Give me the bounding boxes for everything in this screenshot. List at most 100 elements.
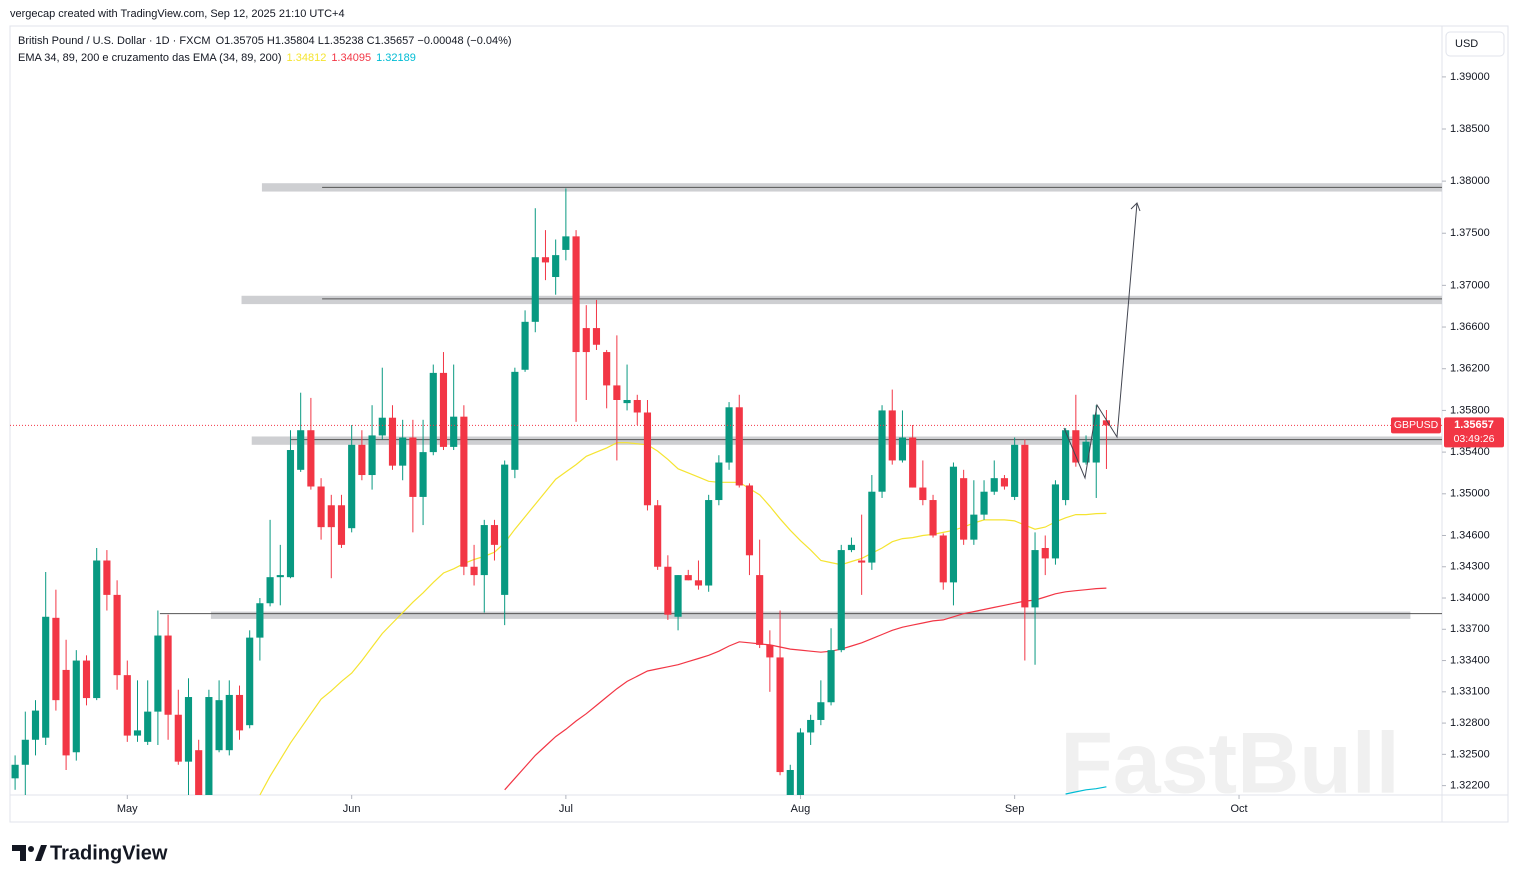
y-tick-label: 1.32200 bbox=[1450, 780, 1490, 792]
candle-body bbox=[674, 575, 682, 617]
x-tick-label: Jun bbox=[343, 803, 361, 815]
candle-body bbox=[62, 669, 70, 756]
y-tick-label: 1.38500 bbox=[1450, 123, 1490, 135]
watermark: FastBull bbox=[1060, 716, 1399, 812]
candle-body bbox=[246, 637, 254, 726]
candle-body bbox=[378, 417, 386, 436]
candle-body bbox=[919, 487, 927, 501]
candle-body bbox=[113, 594, 121, 676]
candle-body bbox=[266, 577, 274, 604]
y-tick-label: 1.37500 bbox=[1450, 227, 1490, 239]
candle-body bbox=[348, 444, 356, 529]
candle-body bbox=[460, 416, 468, 567]
candle-body bbox=[725, 407, 733, 463]
level-zone bbox=[210, 611, 1411, 619]
candle-body bbox=[1062, 430, 1070, 501]
y-tick-label: 1.32800 bbox=[1450, 717, 1490, 729]
y-tick-label: 1.34600 bbox=[1450, 529, 1490, 541]
candle-body bbox=[388, 417, 397, 466]
candle-body bbox=[878, 410, 886, 492]
candle-body bbox=[776, 657, 784, 773]
y-tick-label: 1.39000 bbox=[1450, 71, 1490, 83]
candle-body bbox=[521, 321, 529, 370]
candle-body bbox=[603, 352, 611, 386]
currency[interactable]: USD bbox=[1455, 38, 1478, 50]
candle-body bbox=[154, 635, 162, 712]
candle-body bbox=[419, 452, 427, 497]
candle-body bbox=[174, 714, 182, 762]
brand: TradingView bbox=[50, 842, 168, 864]
candle-body bbox=[439, 372, 448, 447]
arrow-head bbox=[1130, 202, 1141, 212]
candle-body bbox=[490, 525, 499, 545]
candle-body bbox=[42, 616, 50, 738]
candle-body bbox=[756, 575, 764, 645]
candle-body bbox=[929, 500, 937, 536]
candle-body bbox=[286, 450, 295, 578]
candle-body bbox=[215, 700, 223, 751]
candle-body bbox=[1072, 430, 1080, 463]
candle-body bbox=[592, 328, 601, 345]
countdown: 03:49:26 bbox=[1454, 433, 1495, 445]
candle-body bbox=[327, 505, 335, 528]
candle-body bbox=[511, 371, 519, 470]
candle-body bbox=[358, 444, 366, 476]
candle-body bbox=[541, 257, 550, 263]
candle-body bbox=[1051, 484, 1060, 559]
candle-body bbox=[450, 416, 458, 447]
candle-body bbox=[368, 435, 376, 476]
candle-body bbox=[582, 328, 590, 353]
candle-body bbox=[317, 486, 325, 528]
candle-body bbox=[847, 544, 856, 551]
ema-value: 1.34812 bbox=[286, 52, 327, 64]
candle-body bbox=[21, 739, 29, 765]
candle-body bbox=[939, 535, 947, 583]
candle-body bbox=[235, 694, 244, 731]
candle-body bbox=[52, 617, 60, 701]
x-tick-label: Sep bbox=[1005, 803, 1025, 815]
candle-body bbox=[980, 491, 988, 515]
candle-body bbox=[827, 650, 835, 703]
projection-arrow bbox=[1063, 202, 1138, 480]
candle-body bbox=[307, 430, 315, 487]
candle-body bbox=[562, 236, 570, 250]
candle-body bbox=[276, 575, 284, 578]
x-tick-label: May bbox=[117, 803, 138, 815]
x-tick-label: Oct bbox=[1230, 803, 1247, 815]
candle-body bbox=[337, 505, 346, 545]
x-tick-label: Aug bbox=[791, 803, 811, 815]
candle-body bbox=[195, 750, 203, 795]
price-label: 1.35657 bbox=[1454, 419, 1494, 431]
candle-body bbox=[949, 466, 958, 583]
candle-body bbox=[1082, 441, 1090, 463]
candle-body bbox=[1031, 550, 1039, 608]
y-tick-label: 1.34300 bbox=[1450, 561, 1490, 573]
candle-body bbox=[960, 478, 968, 540]
candle-body bbox=[531, 257, 539, 322]
candle-body bbox=[11, 764, 19, 779]
candle-body bbox=[694, 580, 703, 586]
y-tick-label: 1.33100 bbox=[1450, 686, 1490, 698]
candle-body bbox=[164, 635, 172, 715]
currency-button[interactable] bbox=[1445, 31, 1505, 57]
candle-body bbox=[745, 485, 754, 556]
candle-body bbox=[133, 730, 142, 736]
candle-body bbox=[1102, 420, 1111, 426]
symbol-title: British Pound / U.S. Dollar · 1D · FXCM bbox=[18, 35, 211, 47]
symbol-tag: GBPUSD bbox=[1394, 419, 1439, 431]
symbol-legend: British Pound / U.S. Dollar · 1D · FXCM O… bbox=[18, 35, 517, 47]
candle-body bbox=[858, 560, 866, 563]
candle-body bbox=[93, 560, 101, 699]
candle-body bbox=[796, 732, 805, 795]
candle-body bbox=[72, 660, 80, 753]
candle-body bbox=[623, 399, 631, 404]
candle-body bbox=[429, 372, 437, 453]
ema-value: 1.32189 bbox=[376, 52, 416, 64]
candle-body bbox=[31, 710, 40, 740]
candle-body bbox=[970, 514, 978, 540]
frame bbox=[9, 25, 1509, 823]
candle-body bbox=[552, 255, 560, 278]
candle-body bbox=[82, 660, 91, 699]
